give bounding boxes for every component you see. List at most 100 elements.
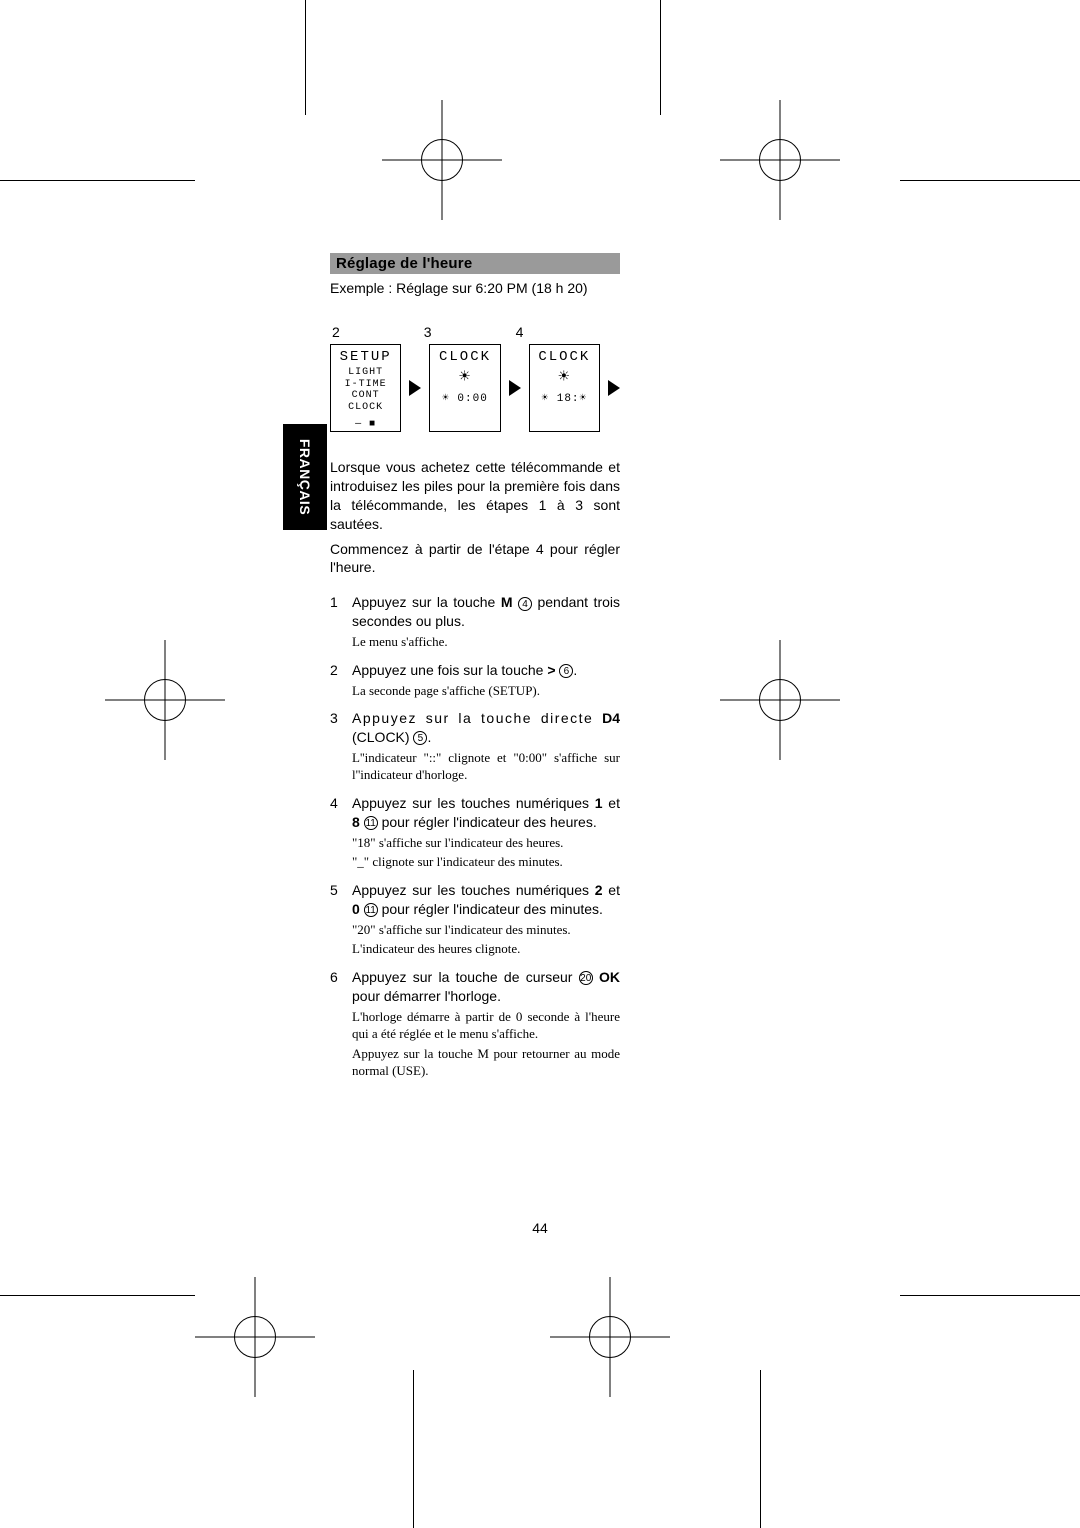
steps-list: 1 Appuyez sur la touche M 4 pendant troi… <box>330 593 620 1079</box>
step-note: L'indicateur des heures clignote. <box>352 940 620 958</box>
step-body: Appuyez sur les touches numériques 1 et … <box>352 794 620 871</box>
step-text: Appuyez une fois sur la touche <box>352 662 547 678</box>
step-body: Appuyez sur la touche de curseur 20 OK p… <box>352 968 620 1080</box>
key-ref-icon: 11 <box>364 903 378 917</box>
step-item: 3 Appuyez sur la touche directe D4 (CLOC… <box>330 709 620 784</box>
reg-target <box>758 678 802 722</box>
crop-line <box>900 180 1080 181</box>
step-text: (CLOCK) <box>352 729 413 745</box>
key-ref-icon: 11 <box>364 816 378 830</box>
key-ref-icon: 4 <box>518 597 532 611</box>
crop-line <box>0 180 195 181</box>
step-text: Appuyez sur la touche de curseur <box>352 969 579 985</box>
crop-line <box>900 1295 1080 1296</box>
screen-line: CLOCK <box>333 402 398 414</box>
step-item: 5 Appuyez sur les touches numériques 2 e… <box>330 881 620 958</box>
screens-row: SETUP LIGHT I-TIME CONT CLOCK — ■ CLOCK … <box>330 344 620 432</box>
step-number: 3 <box>330 709 352 784</box>
step-body: Appuyez sur la touche M 4 pendant trois … <box>352 593 620 650</box>
arrow-icon <box>509 380 521 396</box>
screen-label: 2 <box>332 324 340 340</box>
step-note: "18" s'affiche sur l'indicateur des heur… <box>352 834 620 852</box>
step-body: Appuyez une fois sur la touche > 6. La s… <box>352 661 620 699</box>
step-note: "_" clignote sur l'indicateur des minute… <box>352 853 620 871</box>
step-bold: D4 <box>602 710 620 726</box>
step-bold: > <box>547 662 555 678</box>
screen-step-numbers: 2 3 4 <box>330 324 620 340</box>
key-ref-icon: 20 <box>579 971 593 985</box>
screen-label: 3 <box>424 324 432 340</box>
step-item: 4 Appuyez sur les touches numériques 1 e… <box>330 794 620 871</box>
screen-display: 0:00 <box>457 393 487 405</box>
step-number: 5 <box>330 881 352 958</box>
sun-icon: ☀ <box>432 369 497 387</box>
step-text: pour régler l'indicateur des heures. <box>378 814 597 830</box>
reg-target <box>233 1315 277 1359</box>
step-body: Appuyez sur la touche directe D4 (CLOCK)… <box>352 709 620 784</box>
screen-line: LIGHT <box>333 367 398 379</box>
step-text: Appuyez sur la touche directe <box>352 710 602 726</box>
language-tab: FRANÇAIS <box>283 424 327 530</box>
step-item: 6 Appuyez sur la touche de curseur 20 OK… <box>330 968 620 1080</box>
screen-display: 18: <box>557 393 580 405</box>
step-text: Appuyez sur les touches numériques <box>352 795 595 811</box>
screen-title: SETUP <box>333 349 398 365</box>
step-note: L''indicateur "::" clignote et "0:00" s'… <box>352 749 620 784</box>
arrow-icon <box>409 380 421 396</box>
step-text: . <box>427 729 431 745</box>
reg-target <box>588 1315 632 1359</box>
screen-title: CLOCK <box>532 349 597 365</box>
key-ref-icon: 5 <box>413 731 427 745</box>
intro-paragraph: Lorsque vous achetez cette télécommande … <box>330 458 620 534</box>
crop-line <box>305 0 306 115</box>
step-note: Appuyez sur la touche M pour retourner a… <box>352 1045 620 1080</box>
step-bold: 8 <box>352 814 360 830</box>
step-note: Le menu s'affiche. <box>352 633 620 651</box>
step-item: 2 Appuyez une fois sur la touche > 6. La… <box>330 661 620 699</box>
step-text: Appuyez sur les touches numériques <box>352 882 595 898</box>
step-body: Appuyez sur les touches numériques 2 et … <box>352 881 620 958</box>
key-ref-icon: 6 <box>559 664 573 678</box>
page-content: Réglage de l'heure Exemple : Réglage sur… <box>330 253 620 1090</box>
reg-target <box>420 138 464 182</box>
screen-line: I-TIME <box>333 379 398 391</box>
step-bold: OK <box>593 969 620 985</box>
step-number: 2 <box>330 661 352 699</box>
section-header: Réglage de l'heure <box>330 253 620 274</box>
step-number: 6 <box>330 968 352 1080</box>
intro-paragraph: Commencez à partir de l'étape 4 pour rég… <box>330 540 620 578</box>
step-note: L'horloge démarre à partir de 0 seconde … <box>352 1008 620 1043</box>
step-item: 1 Appuyez sur la touche M 4 pendant troi… <box>330 593 620 650</box>
example-text: Exemple : Réglage sur 6:20 PM (18 h 20) <box>330 280 620 296</box>
language-tab-label: FRANÇAIS <box>297 439 313 515</box>
step-note: La seconde page s'affiche (SETUP). <box>352 682 620 700</box>
screen-label: 4 <box>516 324 524 340</box>
step-text: et <box>603 882 620 898</box>
step-bold: M <box>501 594 513 610</box>
step-bold: 2 <box>595 882 603 898</box>
step-text: pour régler l'indicateur des minutes. <box>378 901 603 917</box>
step-text: . <box>573 662 577 678</box>
step-number: 4 <box>330 794 352 871</box>
crop-line <box>413 1370 414 1528</box>
step-note: "20" s'affiche sur l'indicateur des minu… <box>352 921 620 939</box>
step-number: 1 <box>330 593 352 650</box>
screen-line: CONT <box>333 390 398 402</box>
reg-target <box>758 138 802 182</box>
step-bold: 1 <box>595 795 603 811</box>
screen-title: CLOCK <box>432 349 497 365</box>
screen-footer: — ■ <box>333 419 398 431</box>
screen-setup: SETUP LIGHT I-TIME CONT CLOCK — ■ <box>330 344 401 432</box>
step-text: Appuyez sur la touche <box>352 594 501 610</box>
arrow-icon <box>608 380 620 396</box>
page-number: 44 <box>0 1220 1080 1236</box>
crop-line <box>660 0 661 115</box>
reg-target <box>143 678 187 722</box>
screen-clock-1: CLOCK ☀ ☀ 0:00 <box>429 344 500 432</box>
screen-clock-2: CLOCK ☀ ☀ 18:☀ <box>529 344 600 432</box>
step-text: pour démarrer l'horloge. <box>352 988 501 1004</box>
crop-line <box>0 1295 195 1296</box>
crop-line <box>760 1370 761 1528</box>
step-bold: 0 <box>352 901 360 917</box>
step-text: et <box>603 795 620 811</box>
